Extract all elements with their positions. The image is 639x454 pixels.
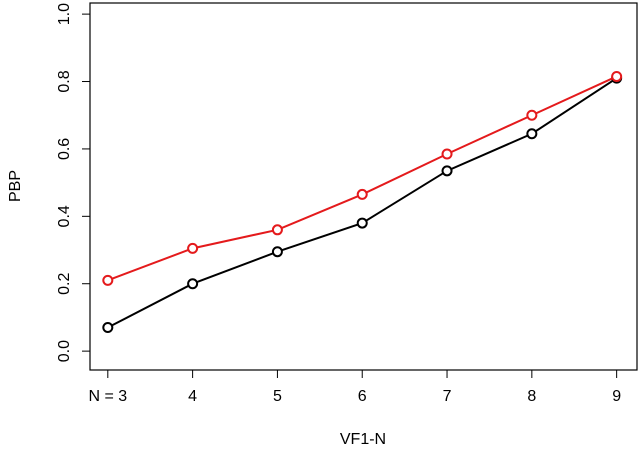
point	[187, 278, 199, 290]
point	[441, 165, 453, 177]
y-axis-label: PBP	[7, 170, 24, 202]
point	[271, 246, 283, 258]
point	[356, 217, 368, 229]
y-tick-label: 0.4	[56, 205, 73, 227]
point	[356, 188, 368, 200]
x-tick-label: 7	[443, 388, 452, 405]
point	[526, 128, 538, 140]
y-tick-label: 0.8	[56, 70, 73, 92]
y-tick-label: 0.2	[56, 273, 73, 295]
y-tick-label: 1.0	[56, 3, 73, 25]
point	[441, 148, 453, 160]
series-line	[107, 77, 618, 329]
x-tick-label: N = 3	[88, 388, 127, 405]
x-tick-label: 8	[527, 388, 536, 405]
x-tick-label: 6	[358, 388, 367, 405]
x-tick-label: 5	[273, 388, 282, 405]
point	[526, 109, 538, 121]
series-line	[107, 75, 618, 282]
x-tick-label: 4	[188, 388, 197, 405]
point	[102, 322, 114, 334]
y-tick-label: 0.6	[56, 138, 73, 160]
point	[102, 274, 114, 286]
x-axis-label: VF1-N	[340, 431, 386, 448]
plot-box	[89, 2, 638, 371]
point	[611, 70, 623, 82]
point	[187, 242, 199, 254]
point	[271, 224, 283, 236]
x-tick-label: 9	[612, 388, 621, 405]
y-tick-label: 0.0	[56, 340, 73, 362]
